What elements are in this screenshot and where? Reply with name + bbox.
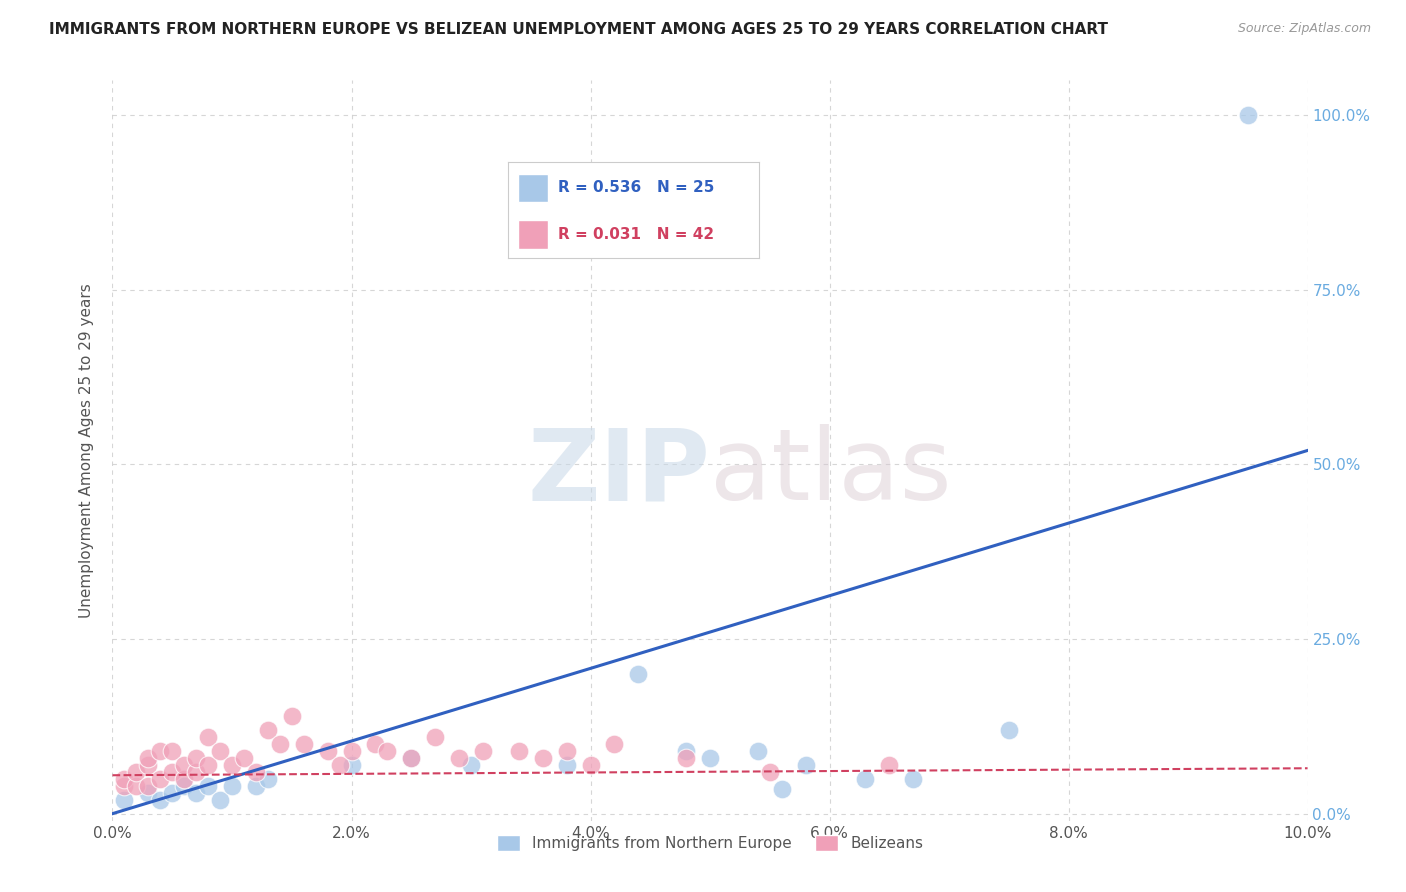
Point xyxy=(998,723,1021,737)
Point xyxy=(221,779,243,793)
Point xyxy=(149,744,172,758)
Point xyxy=(460,757,482,772)
Point xyxy=(425,730,447,744)
Text: atlas: atlas xyxy=(710,425,952,521)
Point xyxy=(1237,108,1260,122)
Point xyxy=(186,764,208,779)
Point xyxy=(377,744,399,758)
Text: IMMIGRANTS FROM NORTHERN EUROPE VS BELIZEAN UNEMPLOYMENT AMONG AGES 25 TO 29 YEA: IMMIGRANTS FROM NORTHERN EUROPE VS BELIZ… xyxy=(49,22,1108,37)
Point xyxy=(340,757,363,772)
Point xyxy=(114,779,135,793)
Point xyxy=(627,667,650,681)
Text: R = 0.031   N = 42: R = 0.031 N = 42 xyxy=(558,227,714,242)
Point xyxy=(162,786,183,800)
Point xyxy=(221,757,243,772)
Point xyxy=(138,779,160,793)
Point xyxy=(149,793,172,807)
Point xyxy=(531,751,554,765)
Point xyxy=(794,757,817,772)
Point xyxy=(855,772,877,786)
Point xyxy=(603,737,626,751)
Point xyxy=(114,772,135,786)
Point xyxy=(747,744,769,758)
Bar xyxy=(519,219,548,249)
Point xyxy=(770,782,793,797)
Point xyxy=(173,779,195,793)
Point xyxy=(138,786,160,800)
Point xyxy=(449,751,471,765)
Point xyxy=(173,757,195,772)
Point xyxy=(257,723,280,737)
Point xyxy=(125,779,148,793)
Point xyxy=(401,751,423,765)
Point xyxy=(257,772,280,786)
Point xyxy=(879,757,901,772)
Point xyxy=(245,779,267,793)
Text: R = 0.536   N = 25: R = 0.536 N = 25 xyxy=(558,180,714,195)
Point xyxy=(162,764,183,779)
Point xyxy=(292,737,315,751)
Point xyxy=(245,764,267,779)
Point xyxy=(579,757,602,772)
Text: Source: ZipAtlas.com: Source: ZipAtlas.com xyxy=(1237,22,1371,36)
Point xyxy=(125,764,148,779)
Point xyxy=(138,757,160,772)
Point xyxy=(269,737,291,751)
Point xyxy=(138,751,160,765)
Point xyxy=(233,751,256,765)
Point xyxy=(162,744,183,758)
Point xyxy=(340,744,363,758)
Point xyxy=(316,744,339,758)
Text: ZIP: ZIP xyxy=(527,425,710,521)
Bar xyxy=(519,174,548,202)
Point xyxy=(114,793,135,807)
Point xyxy=(472,744,495,758)
Point xyxy=(281,709,304,723)
Point xyxy=(364,737,387,751)
Point xyxy=(149,772,172,786)
Point xyxy=(329,757,352,772)
Point xyxy=(759,764,782,779)
Point xyxy=(555,744,578,758)
Point xyxy=(186,751,208,765)
Point xyxy=(699,751,721,765)
Point xyxy=(197,779,219,793)
Point xyxy=(903,772,925,786)
Legend: Immigrants from Northern Europe, Belizeans: Immigrants from Northern Europe, Belizea… xyxy=(491,830,929,857)
Point xyxy=(209,744,232,758)
Point xyxy=(209,793,232,807)
Point xyxy=(197,730,219,744)
Point xyxy=(186,786,208,800)
Point xyxy=(555,757,578,772)
Point xyxy=(173,772,195,786)
Y-axis label: Unemployment Among Ages 25 to 29 years: Unemployment Among Ages 25 to 29 years xyxy=(79,283,94,618)
Point xyxy=(508,744,530,758)
Point xyxy=(675,751,697,765)
Point xyxy=(401,751,423,765)
Point xyxy=(197,757,219,772)
Point xyxy=(675,744,697,758)
